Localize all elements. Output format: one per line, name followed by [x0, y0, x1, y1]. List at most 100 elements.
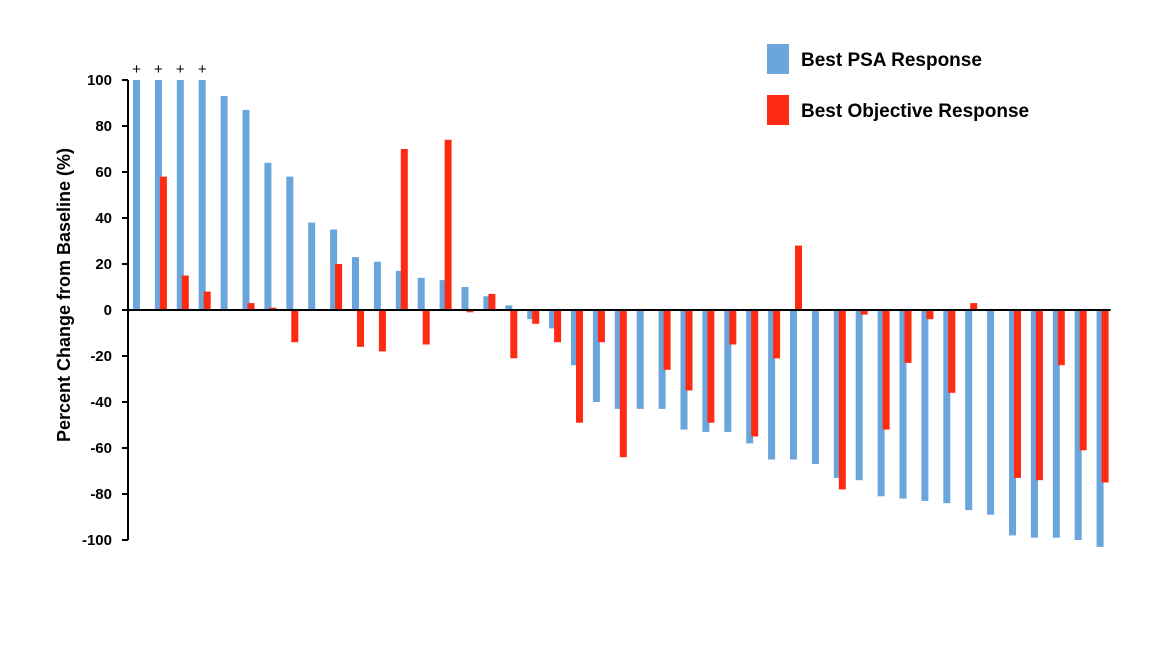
objective-response-bar	[378, 310, 386, 352]
y-tick-label: 80	[95, 118, 112, 135]
legend-label-psa: Best PSA Response	[801, 50, 982, 71]
psa-response-bar	[198, 80, 206, 310]
psa-response-bar	[987, 310, 995, 515]
y-tick-label: -20	[90, 348, 112, 365]
legend-label-objective: Best Objective Response	[801, 101, 1029, 122]
y-tick-label: -60	[90, 440, 112, 457]
objective-response-bar	[1079, 310, 1087, 451]
annotation-plus: +	[198, 61, 207, 78]
annotation-plus: +	[154, 61, 163, 78]
objective-response-bar	[422, 310, 430, 345]
psa-response-bar	[592, 310, 600, 402]
y-tick-label: 60	[95, 164, 112, 181]
psa-response-bar	[746, 310, 754, 444]
objective-response-bar	[554, 310, 562, 343]
psa-response-bar	[658, 310, 666, 409]
objective-response-bar	[729, 310, 737, 345]
psa-response-bar	[921, 310, 929, 501]
objective-response-bar	[1057, 310, 1065, 366]
y-tick-label: 40	[95, 210, 112, 227]
psa-response-bar	[483, 296, 491, 310]
psa-response-bar	[899, 310, 907, 499]
objective-response-bar	[707, 310, 715, 423]
objective-response-bar	[247, 303, 255, 310]
psa-response-bar	[855, 310, 863, 481]
objective-response-bar	[181, 275, 189, 310]
y-axis-label: Percent Change from Baseline (%)	[54, 148, 74, 442]
bars	[133, 80, 1109, 547]
y-tick-label: 0	[104, 302, 112, 319]
psa-response-bar	[943, 310, 951, 504]
legend-swatch-psa	[767, 44, 789, 74]
objective-response-bar	[576, 310, 583, 423]
objective-response-bar	[291, 310, 299, 343]
objective-response-bar	[882, 310, 890, 430]
psa-response-bar	[133, 80, 140, 310]
psa-response-bar	[811, 310, 819, 465]
psa-response-bar	[373, 261, 381, 310]
psa-response-bar	[286, 176, 294, 310]
y-tick-label: -40	[90, 394, 112, 411]
objective-response-bar	[444, 139, 452, 310]
annotation-plus: +	[132, 61, 141, 78]
psa-response-bar	[1009, 310, 1016, 536]
psa-response-bar	[614, 310, 622, 409]
psa-response-bar	[1052, 310, 1060, 538]
objective-response-bar	[269, 307, 277, 310]
legend: Best PSA Response Best Objective Response	[767, 44, 1029, 125]
psa-response-bar	[439, 280, 447, 310]
y-tick-label: -80	[90, 486, 112, 503]
objective-response-bar	[948, 310, 956, 393]
psa-response-bar	[549, 310, 557, 329]
psa-response-bar	[154, 80, 162, 310]
objective-response-bar	[357, 310, 364, 347]
psa-response-bar	[571, 310, 578, 366]
objective-response-bar	[1101, 310, 1109, 483]
psa-response-bar	[330, 229, 338, 310]
objective-response-bar	[773, 310, 781, 359]
psa-response-bar	[264, 162, 272, 310]
objective-response-bar	[159, 176, 167, 310]
psa-response-bar	[461, 287, 469, 310]
psa-response-bar	[1096, 310, 1104, 547]
objective-response-bar	[532, 310, 540, 324]
objective-response-bar	[970, 303, 978, 310]
objective-response-bar	[335, 264, 343, 310]
psa-response-bar	[768, 310, 776, 460]
annotations: + + + +	[132, 61, 207, 78]
psa-response-bar	[417, 277, 425, 310]
psa-response-bar	[680, 310, 688, 430]
objective-response-bar	[597, 310, 605, 343]
psa-response-bar	[724, 310, 732, 432]
objective-response-bar	[904, 310, 912, 363]
objective-response-bar	[926, 310, 934, 320]
psa-response-bar	[395, 270, 403, 310]
psa-response-bar	[1030, 310, 1038, 538]
psa-response-bar	[308, 222, 316, 310]
psa-response-bar	[527, 310, 535, 320]
objective-response-bar	[685, 310, 693, 391]
objective-response-bar	[663, 310, 671, 370]
psa-response-bar	[1074, 310, 1082, 540]
y-tick-label: 20	[95, 256, 112, 273]
objective-response-bar	[619, 310, 627, 458]
psa-response-bar	[220, 96, 228, 310]
psa-response-bar	[965, 310, 973, 511]
objective-response-bar	[400, 149, 408, 310]
y-tick-label: -100	[82, 532, 112, 549]
objective-response-bar	[203, 291, 211, 310]
psa-response-bar	[242, 109, 250, 311]
objective-response-bar	[510, 310, 518, 359]
objective-response-bar	[838, 310, 846, 490]
psa-response-bar	[176, 80, 184, 310]
psa-response-bar	[352, 257, 359, 310]
y-tick-label: 100	[87, 72, 112, 89]
psa-response-bar	[833, 310, 841, 478]
objective-response-bar	[466, 310, 474, 313]
y-axis: 100 80 60 40 20 0 -20 -40 -60 -80 -100	[82, 72, 129, 549]
objective-response-bar	[1014, 310, 1021, 478]
psa-response-bar	[505, 305, 513, 310]
psa-response-bar	[702, 310, 710, 432]
objective-response-bar	[751, 310, 759, 437]
